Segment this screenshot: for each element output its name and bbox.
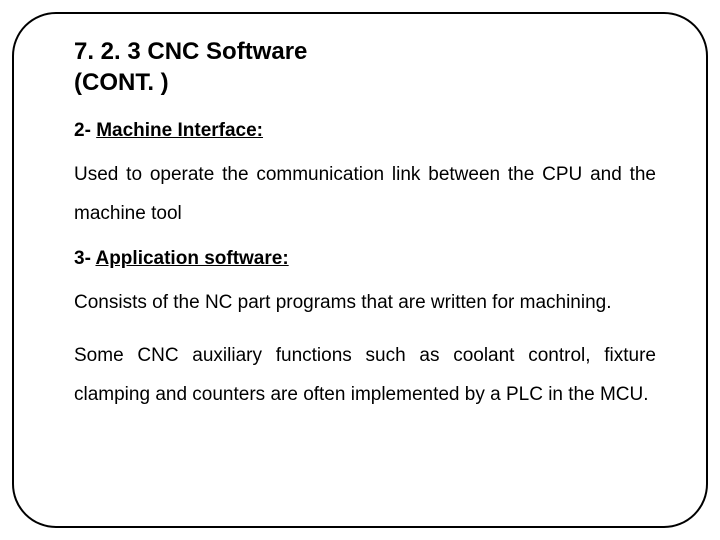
- title-line-2: (CONT. ): [74, 69, 169, 96]
- section-2-body-2: Some CNC auxiliary functions such as coo…: [74, 337, 656, 415]
- section-2-number: 3: [74, 248, 85, 269]
- section-1-body: Used to operate the communication link b…: [74, 156, 656, 234]
- slide-title: 7. 2. 3 CNC Software (CONT. ): [74, 36, 656, 98]
- section-2-title: Application software:: [95, 248, 288, 269]
- section-2-heading: 3- Application software:: [74, 248, 656, 270]
- title-line-1: 7. 2. 3 CNC Software: [74, 38, 307, 65]
- section-1-heading: 2- Machine Interface:: [74, 120, 656, 142]
- slide-frame: 7. 2. 3 CNC Software (CONT. ) 2- Machine…: [12, 12, 708, 528]
- section-2-sep: -: [85, 248, 96, 269]
- section-2-body-1: Consists of the NC part programs that ar…: [74, 284, 656, 323]
- section-1-number: 2: [74, 120, 85, 141]
- section-1-title: Machine Interface:: [96, 120, 263, 141]
- section-1-sep: -: [85, 120, 97, 141]
